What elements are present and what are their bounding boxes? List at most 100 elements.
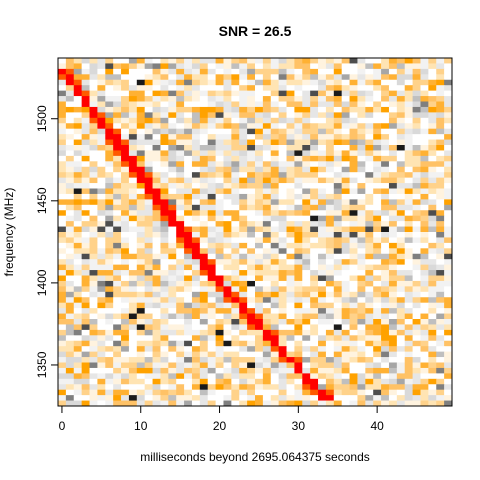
heatmap-cell <box>89 329 98 336</box>
heatmap-cell <box>113 319 122 325</box>
heatmap-cell <box>428 367 437 374</box>
heatmap-cell <box>231 232 240 238</box>
heatmap-cell <box>388 74 398 81</box>
heatmap-cell <box>262 286 272 293</box>
heatmap-cell <box>436 270 445 276</box>
heatmap-cell <box>349 177 358 184</box>
heatmap-cell <box>318 313 327 320</box>
heatmap-cell <box>144 400 153 407</box>
x-tick-label: 0 <box>59 419 66 433</box>
heatmap-cell <box>113 237 122 244</box>
heatmap-cell <box>412 128 421 135</box>
heatmap-cell <box>412 232 421 238</box>
heatmap-cell <box>223 58 232 64</box>
heatmap-cell <box>73 335 83 342</box>
heatmap-cell <box>73 166 83 173</box>
heatmap-cell <box>58 248 67 255</box>
heatmap-cell <box>381 166 390 173</box>
heatmap-cell <box>278 308 287 314</box>
heatmap-cell <box>286 183 295 189</box>
heatmap-cell <box>184 340 193 347</box>
heatmap-cell <box>278 232 287 238</box>
heatmap-cell <box>262 242 272 249</box>
heatmap-cell <box>191 101 201 108</box>
heatmap-cell <box>97 384 106 391</box>
heatmap-cell <box>302 106 311 113</box>
heatmap-cell <box>73 221 83 227</box>
heatmap-cell <box>262 400 272 407</box>
heatmap-cell <box>349 362 358 369</box>
heatmap-cell <box>302 188 311 195</box>
heatmap-cell <box>160 248 169 255</box>
heatmap-cell <box>396 199 406 206</box>
heatmap-cell <box>199 378 209 385</box>
heatmap-cell <box>255 188 264 195</box>
heatmap-cell <box>184 319 193 325</box>
heatmap-cell <box>199 68 209 75</box>
heatmap-cell <box>207 346 216 353</box>
heatmap-cell <box>121 351 130 358</box>
heatmap-cell <box>310 302 319 309</box>
heatmap-cell <box>144 367 153 374</box>
heatmap-cell <box>184 128 193 135</box>
heatmap-cell <box>444 193 453 200</box>
heatmap-cell <box>444 373 453 380</box>
heatmap-cell <box>428 221 437 227</box>
heatmap-cell <box>302 79 311 86</box>
heatmap-cell <box>65 400 75 407</box>
heatmap-cell <box>436 242 445 249</box>
heatmap-cell <box>302 308 311 314</box>
heatmap-cell <box>294 253 303 260</box>
heatmap-cell <box>255 166 264 173</box>
heatmap-cell <box>436 313 445 320</box>
heatmap-cell <box>239 335 248 342</box>
heatmap-cell <box>128 280 138 287</box>
heatmap-cell <box>270 395 280 401</box>
heatmap-cell <box>341 346 350 353</box>
heatmap-cell <box>325 395 335 401</box>
heatmap-cell <box>73 101 83 108</box>
heatmap-cell <box>160 226 169 233</box>
heatmap-cell <box>294 68 303 75</box>
heatmap-cell <box>168 96 177 102</box>
heatmap-cell <box>231 357 240 363</box>
heatmap-cell <box>310 270 319 276</box>
heatmap-cell <box>176 389 185 396</box>
heatmap-cell <box>247 270 256 276</box>
heatmap-cell <box>184 101 193 108</box>
heatmap-cell <box>121 150 130 157</box>
heatmap-cell <box>144 155 153 162</box>
heatmap-cell <box>255 395 264 401</box>
heatmap-cell <box>152 357 161 363</box>
heatmap-cell <box>341 357 350 363</box>
heatmap-cell <box>333 264 343 271</box>
heatmap-cell <box>373 123 382 130</box>
heatmap-cell <box>381 134 390 140</box>
heatmap-cell <box>404 357 413 363</box>
heatmap-cell <box>294 324 303 331</box>
heatmap-cell <box>294 106 303 113</box>
heatmap-cell <box>286 237 295 244</box>
heatmap-cell <box>255 384 264 391</box>
heatmap-cell <box>381 101 390 108</box>
heatmap-cell <box>373 63 382 70</box>
heatmap-cell <box>65 193 75 200</box>
heatmap-cell <box>420 68 429 75</box>
heatmap-cell <box>388 259 398 266</box>
heatmap-cell <box>428 177 437 184</box>
heatmap-cell <box>247 199 256 206</box>
heatmap-cell <box>65 101 75 108</box>
heatmap-cell <box>420 329 429 336</box>
heatmap-cell <box>396 319 406 325</box>
heatmap-cell <box>270 204 280 211</box>
heatmap-cell <box>404 253 413 260</box>
heatmap-cell <box>73 117 83 124</box>
heatmap-cell <box>144 134 153 140</box>
heatmap-cell <box>286 346 295 353</box>
heatmap-cell <box>113 335 122 342</box>
heatmap-cell <box>239 166 248 173</box>
heatmap-cell <box>436 123 445 130</box>
heatmap-cell <box>302 340 311 347</box>
heatmap-cell <box>404 199 413 206</box>
heatmap-cell <box>223 395 232 401</box>
